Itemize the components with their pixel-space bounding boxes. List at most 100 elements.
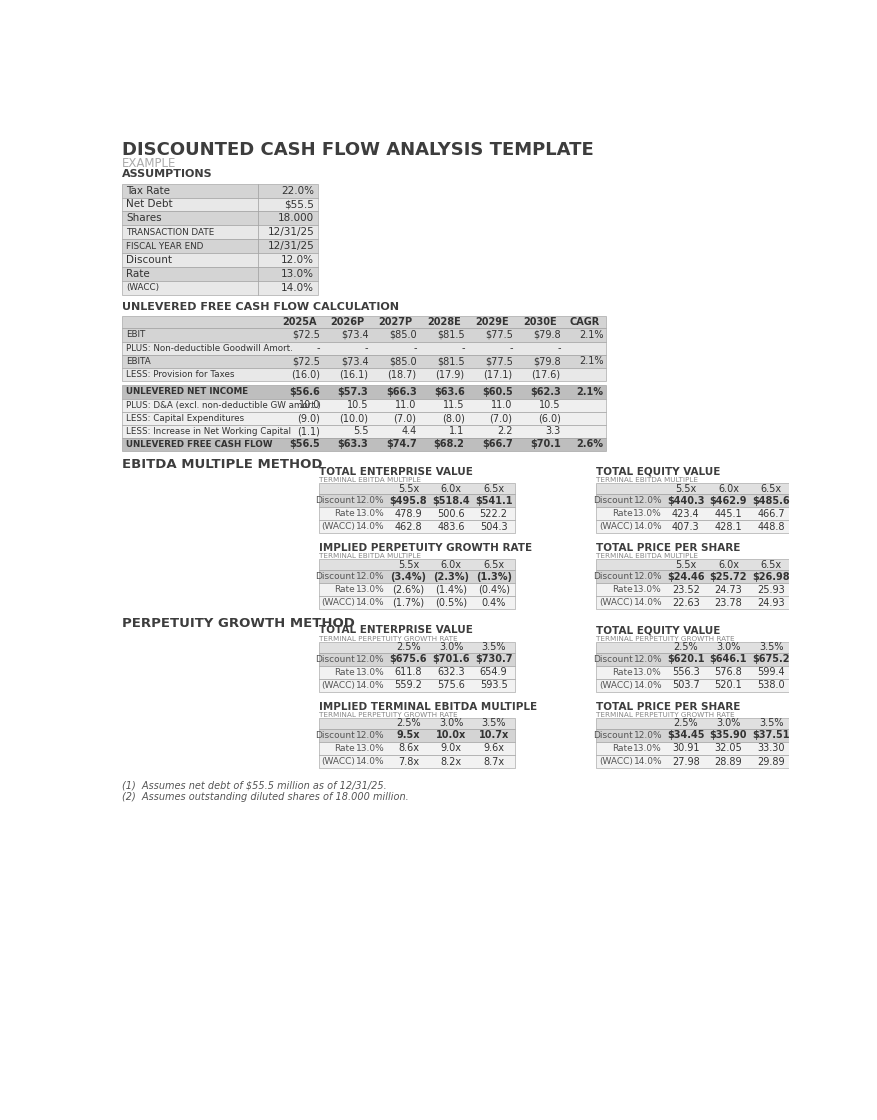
Text: 6.0x: 6.0x [718, 484, 739, 494]
Text: 30.91: 30.91 [672, 744, 700, 754]
Text: TOTAL EQUITY VALUE: TOTAL EQUITY VALUE [596, 625, 721, 635]
Text: TOTAL PRICE PER SHARE: TOTAL PRICE PER SHARE [596, 701, 741, 711]
Bar [122, 355, 606, 367]
Text: 12.0%: 12.0% [356, 496, 385, 505]
Bar [122, 438, 606, 451]
Text: (8.0): (8.0) [442, 413, 465, 423]
Bar [596, 483, 793, 494]
Text: Discount: Discount [593, 731, 632, 740]
Text: 12.0%: 12.0% [356, 572, 385, 581]
Text: FISCAL YEAR END: FISCAL YEAR END [126, 242, 203, 251]
Bar [122, 267, 258, 281]
Text: $485.6: $485.6 [752, 495, 790, 505]
Text: 13.0%: 13.0% [633, 510, 662, 519]
Text: $56.5: $56.5 [289, 439, 320, 449]
Text: (WACC): (WACC) [599, 598, 632, 607]
Text: TOTAL ENTERPRISE VALUE: TOTAL ENTERPRISE VALUE [319, 625, 473, 635]
Text: TOTAL EQUITY VALUE: TOTAL EQUITY VALUE [596, 467, 721, 477]
Bar [258, 267, 318, 281]
Text: 9.5x: 9.5x [396, 730, 420, 740]
Bar [122, 316, 606, 328]
Bar [319, 665, 515, 679]
Text: 12/31/25: 12/31/25 [267, 227, 314, 237]
Text: 500.6: 500.6 [438, 508, 465, 519]
Text: 14.0%: 14.0% [633, 598, 662, 607]
Text: 11.0: 11.0 [396, 400, 417, 410]
Bar [258, 184, 318, 197]
Text: 10.5: 10.5 [539, 400, 560, 410]
Text: (1)  Assumes net debt of $55.5 million as of 12/31/25.: (1) Assumes net debt of $55.5 million as… [122, 780, 387, 790]
Text: 24.93: 24.93 [757, 598, 785, 608]
Text: 33.30: 33.30 [758, 744, 785, 754]
Text: 2030E: 2030E [523, 317, 557, 327]
Text: (0.5%): (0.5%) [435, 598, 467, 608]
Text: 428.1: 428.1 [715, 522, 742, 532]
Text: 556.3: 556.3 [672, 668, 700, 678]
Text: Rate: Rate [126, 269, 150, 279]
Text: 593.5: 593.5 [480, 680, 508, 690]
Text: IMPLIED PERPETUITY GROWTH RATE: IMPLIED PERPETUITY GROWTH RATE [319, 543, 532, 553]
Bar [319, 494, 515, 507]
Text: 32.05: 32.05 [715, 744, 742, 754]
Text: 14.0%: 14.0% [633, 757, 662, 766]
Text: $77.5: $77.5 [485, 356, 513, 366]
Text: TERMINAL EBITDA MULTIPLE: TERMINAL EBITDA MULTIPLE [319, 477, 421, 483]
Text: 22.63: 22.63 [672, 598, 700, 608]
Text: $26.98: $26.98 [752, 572, 790, 581]
Text: 6.0x: 6.0x [718, 560, 739, 570]
Text: 6.5x: 6.5x [760, 560, 781, 570]
Text: 445.1: 445.1 [715, 508, 742, 519]
Text: $79.8: $79.8 [533, 356, 560, 366]
Text: 6.5x: 6.5x [760, 484, 781, 494]
Text: $24.46: $24.46 [667, 572, 704, 581]
Text: PERPETUITY GROWTH METHOD: PERPETUITY GROWTH METHOD [122, 617, 355, 629]
Bar [596, 729, 793, 741]
Text: $57.3: $57.3 [338, 388, 368, 396]
Text: $85.0: $85.0 [389, 356, 417, 366]
Text: 423.4: 423.4 [672, 508, 700, 519]
Text: (WACC): (WACC) [322, 598, 355, 607]
Text: (WACC): (WACC) [322, 522, 355, 531]
Text: Rate: Rate [334, 744, 355, 753]
Text: 12.0%: 12.0% [356, 655, 385, 664]
Text: TOTAL PRICE PER SHARE: TOTAL PRICE PER SHARE [596, 543, 741, 553]
Text: $495.8: $495.8 [389, 495, 427, 505]
Text: 6.0x: 6.0x [440, 484, 461, 494]
Text: 29.89: 29.89 [757, 757, 785, 766]
Text: 462.8: 462.8 [395, 522, 422, 532]
Bar [319, 483, 515, 494]
Text: 23.52: 23.52 [672, 585, 700, 595]
Text: $620.1: $620.1 [667, 654, 704, 664]
Text: 8.2x: 8.2x [440, 757, 461, 766]
Text: 522.2: 522.2 [480, 508, 508, 519]
Text: (10.0): (10.0) [339, 413, 368, 423]
Text: $73.4: $73.4 [341, 356, 368, 366]
Text: (WACC): (WACC) [599, 681, 632, 690]
Text: UNLEVERED NET INCOME: UNLEVERED NET INCOME [126, 388, 248, 396]
Bar [122, 328, 606, 342]
Text: 575.6: 575.6 [437, 680, 465, 690]
Text: Rate: Rate [612, 586, 632, 595]
Text: $66.7: $66.7 [481, 439, 513, 449]
Text: (18.7): (18.7) [388, 370, 417, 380]
Bar [122, 399, 606, 411]
Bar [122, 184, 258, 197]
Text: Rate: Rate [334, 668, 355, 676]
Text: EBITA: EBITA [126, 356, 151, 365]
Bar [258, 212, 318, 225]
Text: $55.5: $55.5 [284, 199, 314, 209]
Text: $63.6: $63.6 [434, 388, 465, 396]
Text: 10.7x: 10.7x [479, 730, 509, 740]
Text: TERMINAL EBITDA MULTIPLE: TERMINAL EBITDA MULTIPLE [319, 553, 421, 559]
Text: 13.0%: 13.0% [633, 668, 662, 676]
Text: (9.0): (9.0) [297, 413, 320, 423]
Text: (17.6): (17.6) [531, 370, 560, 380]
Text: (2.6%): (2.6%) [392, 585, 424, 595]
Bar [122, 424, 606, 438]
Text: 611.8: 611.8 [395, 668, 422, 678]
Text: 13.0%: 13.0% [356, 744, 385, 753]
Text: Rate: Rate [612, 744, 632, 753]
Text: 9.6x: 9.6x [483, 744, 504, 754]
Text: $541.1: $541.1 [474, 495, 512, 505]
Text: 5.5: 5.5 [353, 427, 368, 436]
